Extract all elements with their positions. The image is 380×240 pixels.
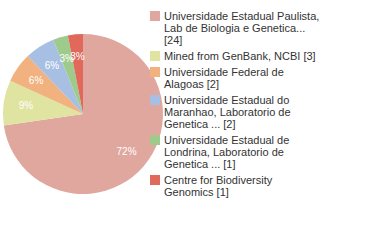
legend-line: Universidade Estadual Paulista,	[164, 10, 319, 22]
data-label: 6%	[45, 60, 60, 71]
legend-item: Universidade Estadual deLondrina, Labora…	[150, 134, 289, 170]
legend: Universidade Estadual Paulista,Lab de Bi…	[150, 10, 319, 198]
legend-item: Centre for BiodiversityGenomics [1]	[150, 174, 273, 198]
legend-line: Maranhao, Laboratorio de	[164, 106, 291, 118]
legend-line: Centre for Biodiversity	[164, 174, 273, 186]
legend-label: Universidade Estadual doMaranhao, Labora…	[164, 94, 291, 130]
legend-line: Universidade Estadual de	[164, 134, 289, 146]
legend-item: Mined from GenBank, NCBI [3]	[150, 50, 316, 62]
legend-label: Universidade Estadual Paulista,Lab de Bi…	[164, 10, 319, 46]
pie-slice	[68, 34, 83, 114]
legend-swatch	[150, 51, 160, 61]
legend-label: Mined from GenBank, NCBI [3]	[164, 50, 316, 62]
legend-swatch	[150, 175, 160, 185]
legend-swatch	[150, 67, 160, 77]
chart: 72%9%6%6%3%3%Universidade Estadual Pauli…	[0, 0, 380, 240]
legend-item: Universidade Federal deAlagoas [2]	[150, 66, 284, 90]
legend-line: Genetica ... [2]	[164, 118, 236, 130]
legend-label: Universidade Federal deAlagoas [2]	[164, 66, 284, 90]
pie-slice	[4, 34, 163, 194]
legend-line: Mined from GenBank, NCBI [3]	[164, 50, 316, 62]
legend-line: [24]	[164, 34, 182, 46]
data-label: 3%	[70, 51, 85, 62]
data-label: 9%	[19, 100, 34, 111]
legend-swatch	[150, 11, 160, 21]
legend-item: Universidade Estadual Paulista,Lab de Bi…	[150, 10, 319, 46]
legend-line: Universidade Federal de	[164, 66, 284, 78]
legend-line: Genetica ... [1]	[164, 158, 236, 170]
legend-line: Londrina, Laboratorio de	[164, 146, 284, 158]
legend-line: Lab de Biologia e Genetica...	[164, 22, 305, 34]
legend-label: Centre for BiodiversityGenomics [1]	[164, 174, 273, 198]
legend-line: Genomics [1]	[164, 186, 229, 198]
data-label: 6%	[29, 75, 44, 86]
data-label: 72%	[117, 146, 137, 157]
legend-item: Universidade Estadual doMaranhao, Labora…	[150, 94, 291, 130]
legend-swatch	[150, 95, 160, 105]
data-labels: 72%9%6%6%3%3%	[19, 51, 137, 157]
pie	[3, 34, 163, 194]
legend-line: Alagoas [2]	[164, 78, 219, 90]
legend-swatch	[150, 135, 160, 145]
legend-line: Universidade Estadual do	[164, 94, 289, 106]
legend-label: Universidade Estadual deLondrina, Labora…	[164, 134, 289, 170]
